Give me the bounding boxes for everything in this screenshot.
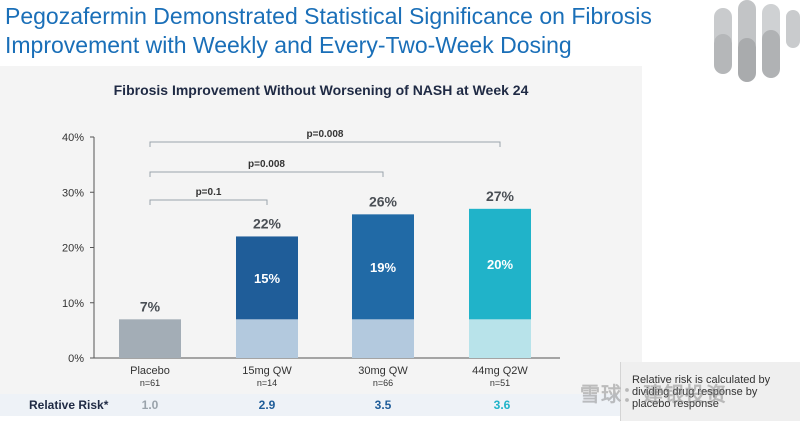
y-tick-label: 30% (62, 187, 84, 199)
p-value-label: p=0.008 (248, 159, 285, 170)
significance-bracket (149, 141, 501, 147)
significance-bracket (149, 199, 268, 205)
bar-total-label: 22% (253, 215, 282, 231)
bar-base-1 (236, 319, 298, 358)
bar-base-0 (119, 319, 181, 358)
x-n-label: n=14 (257, 378, 277, 388)
relative-risk-44mg: 3.6 (493, 398, 511, 412)
slide-title-line-1: Pegozafermin Demonstrated Statistical Si… (5, 3, 652, 29)
x-category-label: 44mg Q2W (472, 365, 528, 377)
bar-total-label: 27% (486, 188, 515, 204)
p-value-label: p=0.1 (196, 187, 222, 198)
p-value-label: p=0.008 (307, 129, 344, 140)
relative-risk-label: Relative Risk* (29, 398, 109, 412)
x-category-label: Placebo (130, 365, 170, 377)
company-logo (714, 0, 800, 82)
x-n-label: n=61 (140, 378, 160, 388)
relative-risk-row (0, 394, 800, 416)
bar-total-label: 26% (369, 193, 398, 209)
bar-increment-2 (352, 214, 414, 320)
x-n-label: n=66 (373, 378, 393, 388)
footnote-box (620, 362, 800, 421)
bar-increment-1 (236, 236, 298, 320)
chart-title: Fibrosis Improvement Without Worsening o… (113, 82, 529, 98)
bar-base-2 (352, 319, 414, 358)
x-category-label: 30mg QW (358, 365, 408, 377)
relative-risk-placebo: 1.0 (141, 398, 159, 412)
bar-increment-3 (469, 208, 531, 320)
footnote-text: Relative risk is calculated by dividing … (632, 374, 771, 410)
x-category-label: 15mg QW (242, 365, 292, 377)
slide-title-line-2: Improvement with Weekly and Every-Two-We… (5, 32, 572, 58)
relative-risk-30mg: 3.5 (374, 398, 392, 412)
slide-title: Pegozafermin Demonstrated Statistical Si… (5, 2, 695, 60)
y-tick-label: 40% (62, 132, 84, 144)
bar-increment-label: 19% (370, 260, 396, 275)
bar-increment-label: 15% (254, 271, 280, 286)
bar-base-3 (469, 319, 531, 358)
relative-risk-15mg: 2.9 (258, 398, 276, 412)
y-tick-label: 0% (68, 353, 84, 365)
significance-bracket (149, 171, 384, 177)
x-n-label: n=51 (490, 378, 510, 388)
bar-increment-label: 20% (487, 257, 513, 272)
chart-panel (0, 66, 642, 396)
y-tick-label: 20% (62, 243, 84, 255)
y-tick-label: 10% (62, 298, 84, 310)
bar-total-label: 7% (140, 298, 161, 314)
